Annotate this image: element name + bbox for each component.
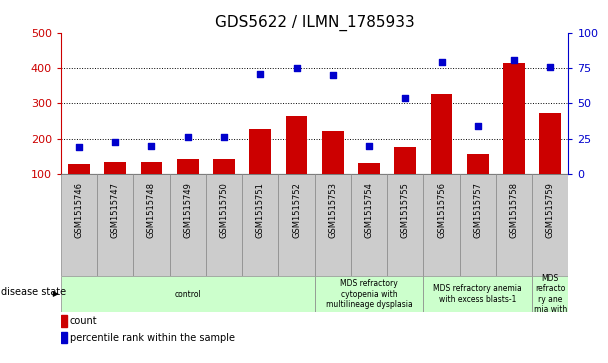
Point [473,123,483,129]
Bar [496,174,532,276]
Text: GSM1515758: GSM1515758 [510,182,519,238]
Text: GSM1515749: GSM1515749 [183,182,192,238]
Point [328,72,337,78]
Title: GDS5622 / ILMN_1785933: GDS5622 / ILMN_1785933 [215,15,415,31]
Point [219,135,229,140]
Bar [61,332,67,343]
Bar [213,159,235,209]
Bar [68,164,90,209]
Text: count: count [70,316,97,326]
Point [74,144,84,150]
Bar [423,174,460,276]
Bar [539,113,561,209]
Point [183,135,193,140]
Point [147,143,156,149]
Bar [242,174,278,276]
Bar [351,174,387,276]
Text: GSM1515755: GSM1515755 [401,182,410,238]
Bar [133,174,170,276]
Bar [105,162,126,209]
Bar [61,276,315,312]
Text: GSM1515747: GSM1515747 [111,182,120,238]
Bar [206,174,242,276]
Bar [61,174,97,276]
Bar [423,276,532,312]
Text: GSM1515746: GSM1515746 [74,182,83,238]
Bar [140,162,162,209]
Text: %: % [607,20,608,30]
Text: disease state: disease state [1,287,66,297]
Bar [532,174,568,276]
Bar [322,131,344,209]
Point [401,95,410,101]
Bar [249,129,271,209]
Bar [430,94,452,209]
Text: GSM1515752: GSM1515752 [292,182,301,238]
Text: GSM1515756: GSM1515756 [437,182,446,238]
Bar [467,154,489,209]
Point [510,57,519,62]
Point [110,139,120,144]
Bar [315,276,423,312]
Text: GSM1515753: GSM1515753 [328,182,337,238]
Bar [278,174,315,276]
Text: MDS refractory
cytopenia with
multilineage dysplasia: MDS refractory cytopenia with multilinea… [326,279,412,309]
Text: MDS
refracto
ry ane
mia with: MDS refracto ry ane mia with [534,274,567,314]
Point [255,71,265,77]
Text: GSM1515754: GSM1515754 [365,182,373,238]
Bar [387,174,423,276]
Bar [315,174,351,276]
Text: percentile rank within the sample: percentile rank within the sample [70,333,235,343]
Bar [503,63,525,209]
Bar [532,276,568,312]
Bar [177,159,199,209]
Text: GSM1515750: GSM1515750 [219,182,229,238]
Bar [358,163,380,209]
Point [364,143,374,149]
Bar [286,116,308,209]
Point [545,64,555,70]
Bar [97,174,133,276]
Point [437,60,446,65]
Text: GSM1515757: GSM1515757 [473,182,482,238]
Text: MDS refractory anemia
with excess blasts-1: MDS refractory anemia with excess blasts… [434,284,522,304]
Text: control: control [174,290,201,298]
Bar [395,147,416,209]
Text: GSM1515751: GSM1515751 [256,182,264,238]
Point [292,65,302,71]
Text: GSM1515748: GSM1515748 [147,182,156,238]
Text: GSM1515759: GSM1515759 [546,182,555,238]
Bar [61,315,67,327]
Bar [170,174,206,276]
Bar [460,174,496,276]
